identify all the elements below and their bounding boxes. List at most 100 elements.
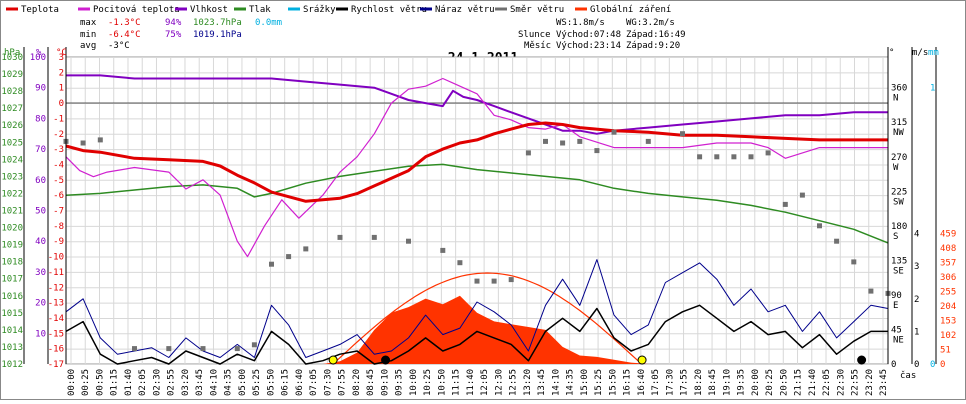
axis-unit-rain: mm xyxy=(928,48,939,58)
tick-press: 1023 xyxy=(1,172,23,182)
moon-marker xyxy=(381,355,391,365)
tick-x: 19:10 xyxy=(722,369,732,396)
stats-sun-label: Slunce xyxy=(518,30,551,40)
axis-unit-wind: m/s xyxy=(912,48,928,58)
tick-wind: 2 xyxy=(914,295,919,305)
tick-solar: 459 xyxy=(940,230,956,240)
axis-unit-press: hPa xyxy=(4,48,20,58)
series-line xyxy=(65,77,888,258)
tick-x: 17:30 xyxy=(665,369,675,396)
tick-x: 08:20 xyxy=(352,369,362,396)
tick-press: 1030 xyxy=(1,53,23,63)
tick-x: 07:05 xyxy=(309,369,319,396)
axis-unit-dir: ° xyxy=(889,48,894,58)
tick-x: 21:15 xyxy=(794,369,804,396)
wind-direction-point xyxy=(851,259,857,265)
sun-marker xyxy=(637,355,647,365)
wind-direction-point xyxy=(543,138,548,144)
tick-compass: S xyxy=(893,232,898,242)
tick-wind: 0 xyxy=(914,360,919,370)
tick-dir: 225 xyxy=(891,187,907,197)
stats-min-label: min xyxy=(80,30,96,40)
tick-x: 01:40 xyxy=(124,369,134,396)
tick-press: 1012 xyxy=(1,360,23,370)
tick-x: 02:55 xyxy=(167,369,177,396)
tick-press: 1021 xyxy=(1,207,23,217)
tick-x: 00:00 xyxy=(67,369,77,396)
moon-marker xyxy=(857,355,867,365)
tick-x: 16:40 xyxy=(637,369,647,396)
tick-x: 15:50 xyxy=(608,369,618,396)
stats-ws: WS:1.8m/s xyxy=(556,18,605,28)
legend-label: Náraz větru xyxy=(435,5,495,15)
tick-compass: NW xyxy=(893,128,904,138)
wind-direction-point xyxy=(440,247,446,253)
tick-x: 21:40 xyxy=(808,369,818,396)
tick-dir: 90 xyxy=(891,291,902,301)
tick-x: 20:50 xyxy=(779,369,789,396)
y-axes: hPa% °C1012101310141015101610171018101910… xyxy=(1,47,956,370)
tick-solar: 0 xyxy=(940,360,945,370)
tick-press: 1024 xyxy=(1,155,23,165)
legend-label: Rychlost větru xyxy=(351,5,427,15)
tick-x: 17:55 xyxy=(680,369,690,396)
stats-block: max -1.3°C 94% 1023.7hPa 0.0mm min -6.4°C 75% 10… xyxy=(80,18,686,51)
tick-x: 22:05 xyxy=(822,369,832,396)
tick-temp: -6 xyxy=(53,191,64,201)
tick-dir: 180 xyxy=(891,222,907,232)
tick-temp: -13 xyxy=(48,299,64,309)
tick-wind: 3 xyxy=(914,262,919,272)
tick-wind: 1 xyxy=(914,327,919,337)
wind-direction-point xyxy=(645,138,651,144)
legend-label: Srážky xyxy=(303,5,336,15)
axis-unit-temp: °C xyxy=(56,48,67,58)
tick-x: 02:05 xyxy=(138,369,148,396)
wind-direction-point xyxy=(97,137,103,143)
tick-x: 18:45 xyxy=(708,369,718,396)
wind-direction-point xyxy=(525,150,531,156)
tick-solar: 51 xyxy=(940,346,951,356)
tick-compass: SE xyxy=(893,266,904,276)
wind-direction-point xyxy=(371,234,377,240)
tick-x: 12:30 xyxy=(494,369,504,396)
tick-x: 10:25 xyxy=(423,369,433,396)
tick-hum: 40 xyxy=(35,237,46,247)
tick-temp: 0 xyxy=(59,99,64,109)
stats-avg-label: avg xyxy=(80,41,96,51)
tick-temp: -1 xyxy=(53,114,64,124)
wind-direction-point xyxy=(817,223,822,229)
tick-x: 01:15 xyxy=(110,369,120,396)
tick-dir: 360 xyxy=(891,84,907,94)
tick-compass: W xyxy=(893,163,899,173)
tick-temp: -7 xyxy=(53,207,64,217)
wind-direction-point xyxy=(269,261,274,267)
wind-direction-point xyxy=(457,260,463,266)
tick-x: 12:55 xyxy=(509,369,519,396)
legend-label: Vlhkost xyxy=(190,5,228,15)
tick-press: 1016 xyxy=(1,292,23,302)
tick-x: 23:20 xyxy=(865,369,875,396)
wind-direction-point xyxy=(200,346,206,352)
legend: Teplota Pocitová teplota Vlhkost Tlak Srážky… xyxy=(6,5,671,15)
tick-x: 23:45 xyxy=(879,369,889,396)
tick-solar: 102 xyxy=(940,331,956,341)
wind-direction-point xyxy=(697,154,703,160)
stats-min-temp: -6.4°C xyxy=(108,30,141,40)
tick-temp: -12 xyxy=(48,283,64,293)
tick-hum: 100 xyxy=(30,53,46,63)
tick-x: 03:20 xyxy=(181,369,191,396)
tick-temp: 3 xyxy=(59,53,64,63)
tick-x: 19:35 xyxy=(737,369,747,396)
stats-moon-set: Západ:9:20 xyxy=(626,41,680,51)
tick-temp: -2 xyxy=(53,130,64,140)
tick-x: 14:10 xyxy=(551,369,561,396)
tick-hum: 60 xyxy=(35,176,46,186)
tick-hum: 10 xyxy=(35,329,46,339)
legend-label: Globální záření xyxy=(590,5,671,15)
tick-compass: E xyxy=(893,301,898,311)
tick-solar: 408 xyxy=(940,244,956,254)
tick-temp: -15 xyxy=(48,329,64,339)
tick-hum: 30 xyxy=(35,268,46,278)
sun-moon-markers xyxy=(328,355,867,365)
